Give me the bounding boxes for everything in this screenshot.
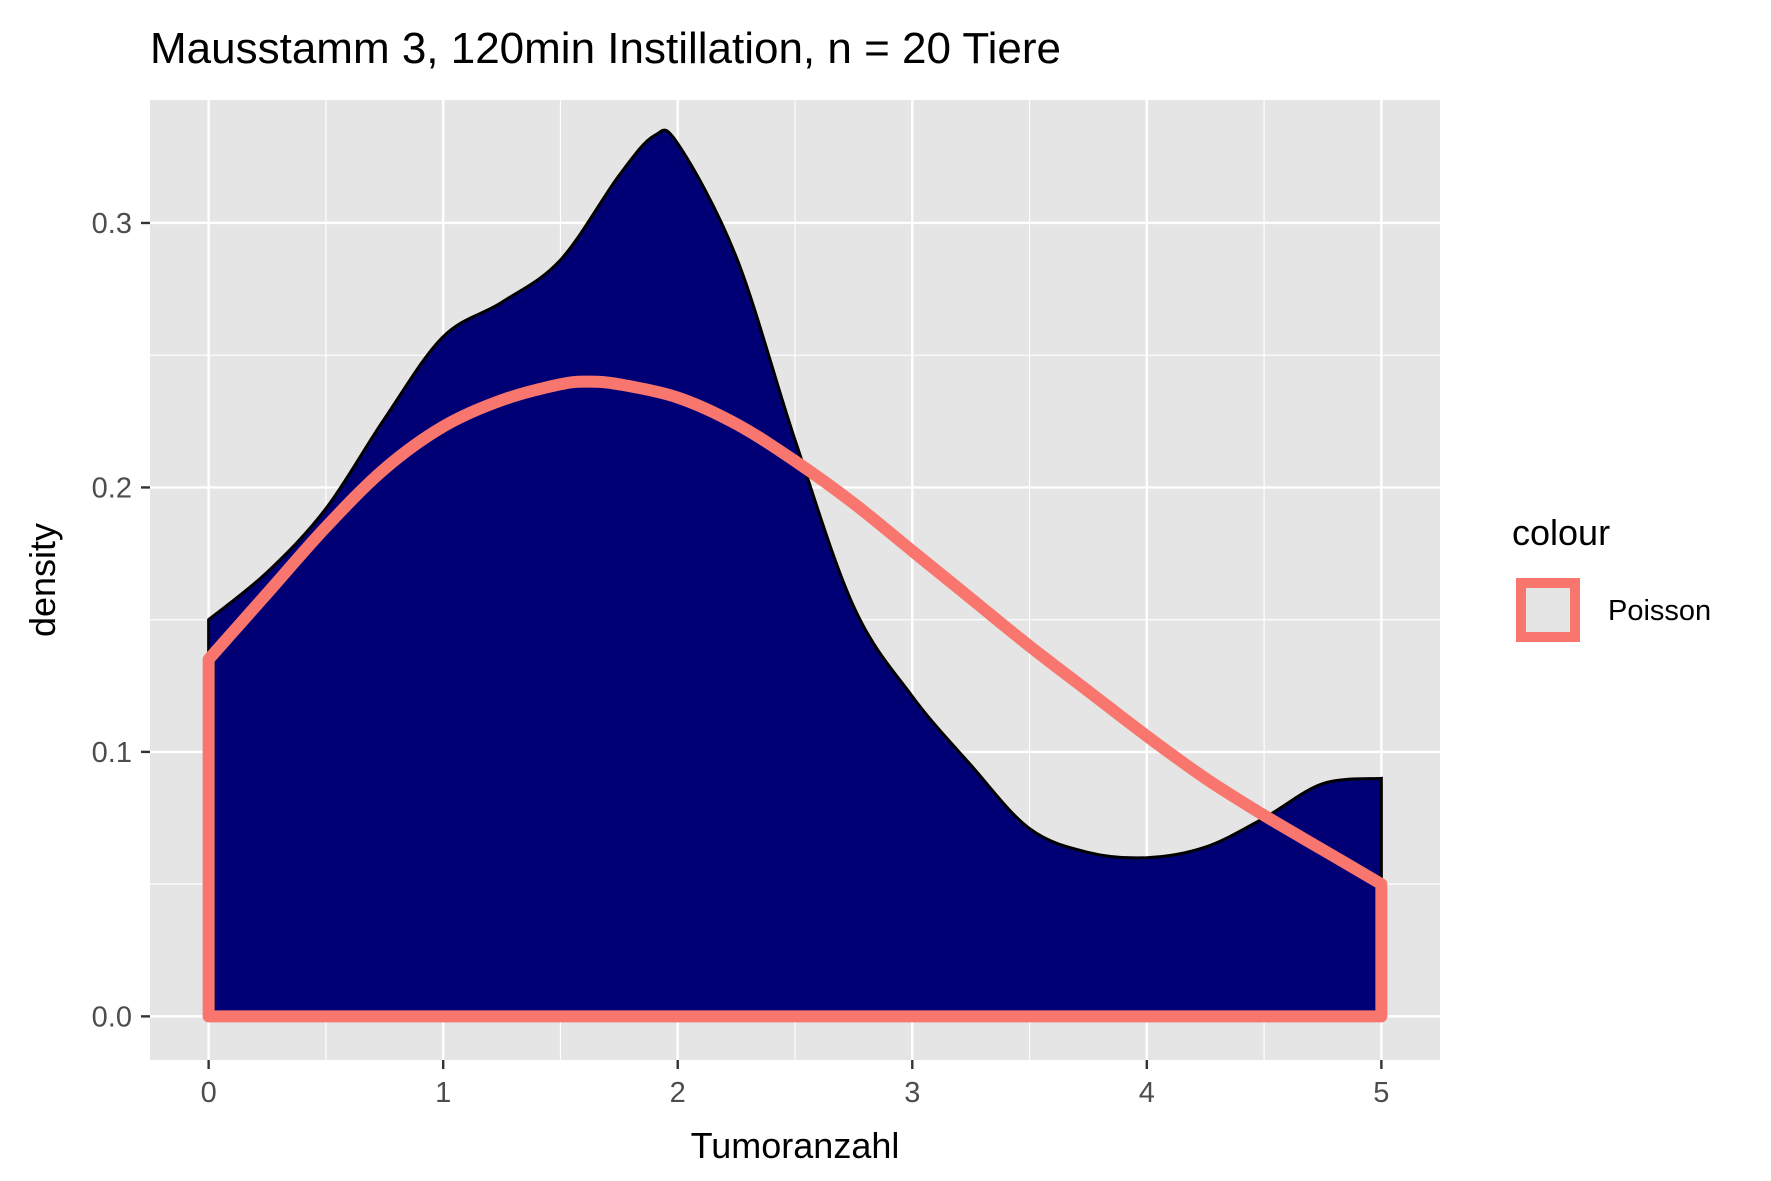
y-axis: 0.0 0.1 0.2 0.3 [92,208,150,1033]
legend: colour Poisson [1512,512,1711,642]
y-tick-label: 0.3 [92,208,132,240]
density-area [207,128,1383,1018]
y-axis-title: density [22,523,63,637]
legend-label-poisson: Poisson [1608,595,1711,627]
y-tick-label: 0.0 [92,1001,132,1033]
x-axis-title: Tumoranzahl [691,1125,900,1166]
legend-key-poisson [1516,578,1580,642]
x-tick-label: 3 [904,1077,920,1109]
x-axis: 0 1 2 3 4 5 [201,1060,1389,1109]
x-tick-label: 5 [1373,1077,1389,1109]
x-tick-label: 4 [1139,1077,1155,1109]
chart-title: Mausstamm 3, 120min Instillation, n = 20… [150,24,1061,73]
y-tick-label: 0.2 [92,472,132,504]
legend-title: colour [1512,512,1610,553]
x-tick-label: 0 [201,1077,217,1109]
x-tick-label: 1 [435,1077,451,1109]
poisson-curve [202,375,1388,1023]
x-tick-label: 2 [670,1077,686,1109]
y-tick-label: 0.1 [92,737,132,769]
